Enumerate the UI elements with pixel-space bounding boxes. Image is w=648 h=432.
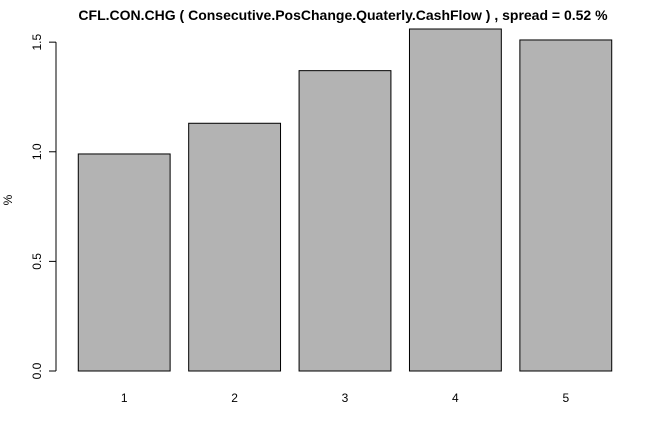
x-tick-label: 4 <box>452 391 459 405</box>
x-tick-label: 1 <box>121 391 128 405</box>
x-tick-labels: 1 2 3 4 5 <box>121 391 570 405</box>
x-tick-label: 5 <box>562 391 569 405</box>
y-tick-label: 1.0 <box>30 143 44 160</box>
bar <box>188 122 282 372</box>
chart-title: CFL.CON.CHG ( Consecutive.PosChange.Quat… <box>78 7 608 23</box>
y-axis-label: % <box>1 194 15 205</box>
bars-group <box>77 28 613 372</box>
y-tick-label: 1.5 <box>30 33 44 50</box>
y-axis: 0.0 0.5 1.0 1.5 <box>30 33 57 379</box>
bar <box>408 28 502 372</box>
bar <box>519 39 613 372</box>
x-tick-label: 2 <box>231 391 238 405</box>
y-tick-label: 0.0 <box>30 362 44 379</box>
bar <box>298 70 392 372</box>
bar <box>77 153 171 372</box>
x-tick-label: 3 <box>342 391 349 405</box>
y-tick-label: 0.5 <box>30 253 44 270</box>
